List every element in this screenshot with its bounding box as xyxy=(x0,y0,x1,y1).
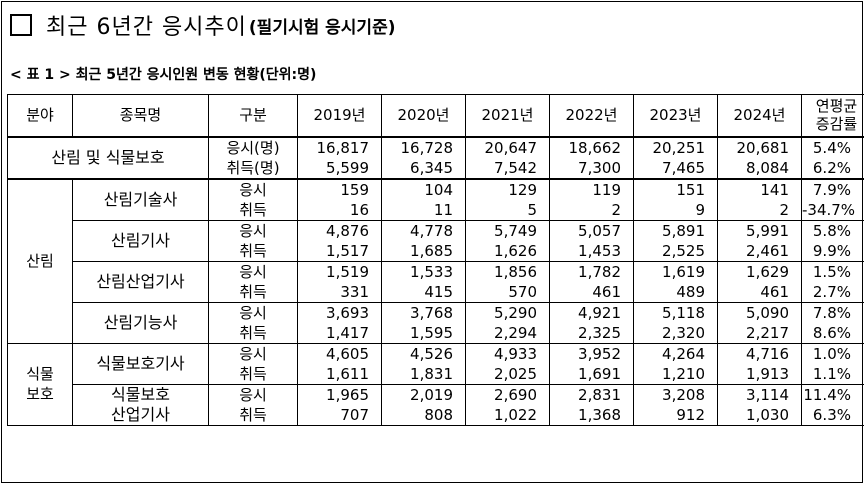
value-cell: 18,662 7,300 xyxy=(549,136,634,179)
header-year: 2022년 xyxy=(549,94,634,138)
value-cell: 4,876 1,517 xyxy=(297,219,382,262)
value-cell: 1,519 331 xyxy=(297,260,382,303)
value-cell: 1,856 570 xyxy=(465,260,550,303)
value-cell: 4,264 1,210 xyxy=(633,342,718,385)
value-cell: 5,891 2,525 xyxy=(633,219,718,262)
row-type: 응시 취득 xyxy=(208,219,298,262)
growth-cell: 5.4% 6.2% xyxy=(801,136,864,179)
table-caption: < 표 1 > 최근 5년간 응시인원 변동 현황(단위:명) xyxy=(10,67,317,83)
item-name: 식물보호기사 xyxy=(72,342,209,385)
header-year: 2021년 xyxy=(465,94,550,138)
section-title: 최근 6년간 응시추이 (필기시험 응시기준) xyxy=(10,10,395,40)
value-cell: 5,290 2,294 xyxy=(465,301,550,344)
value-cell: 3,952 1,691 xyxy=(549,342,634,385)
table-row: 산림기능사 응시 취득 3,693 1,417 3,768 1,595 5,290 2,… xyxy=(8,301,864,344)
header-year: 2023년 xyxy=(633,94,718,138)
header-year: 2020년 xyxy=(381,94,466,138)
value-cell: 20,681 8,084 xyxy=(717,136,802,179)
header-type: 구분 xyxy=(208,94,298,138)
value-cell: 3,768 1,595 xyxy=(381,301,466,344)
value-cell: 129 5 xyxy=(465,177,550,221)
value-cell: 3,114 1,030 xyxy=(717,383,802,426)
item-name: 산림기술사 xyxy=(72,177,209,221)
value-cell: 5,057 1,453 xyxy=(549,219,634,262)
value-cell: 16,817 5,599 xyxy=(297,136,382,179)
item-name: 식물보호 산업기사 xyxy=(72,383,209,426)
growth-cell: 11.4% 6.3% xyxy=(801,383,864,426)
value-cell: 1,965 707 xyxy=(297,383,382,426)
table-row-total: 산림 및 식물보호 응시(명) 취득(명) 16,817 5,599 16,728 6… xyxy=(7,136,864,179)
header-year: 2024년 xyxy=(717,94,802,138)
value-cell: 4,716 1,913 xyxy=(717,342,802,385)
item-name: 산림기능사 xyxy=(72,301,209,344)
value-cell: 119 2 xyxy=(549,177,634,221)
value-cell: 20,251 7,465 xyxy=(633,136,718,179)
growth-cell: 5.8% 9.9% xyxy=(801,219,864,262)
header-row: 분야 종목명 구분 2019년 2020년 2021년 2022년 2023년 … xyxy=(7,94,864,138)
title-main: 최근 6년간 응시추이 xyxy=(46,15,247,40)
exam-statistics-table: 분야 종목명 구분 2019년 2020년 2021년 2022년 2023년 … xyxy=(7,94,864,426)
header-growth: 연평균 증감률 xyxy=(801,94,864,138)
growth-cell: 1.0% 1.1% xyxy=(801,342,864,385)
growth-cell: 7.8% 8.6% xyxy=(801,301,864,344)
row-type: 응시 취득 xyxy=(208,260,298,303)
value-cell: 2,690 1,022 xyxy=(465,383,550,426)
value-cell: 151 9 xyxy=(633,177,718,221)
value-cell: 20,647 7,542 xyxy=(465,136,550,179)
value-cell: 5,749 1,626 xyxy=(465,219,550,262)
table-row: 식물보호 산업기사 응시 취득 1,965 707 2,019 808 2,690 1,0… xyxy=(8,383,864,426)
header-item: 종목명 xyxy=(72,94,209,138)
value-cell: 159 16 xyxy=(297,177,382,221)
value-cell: 5,090 2,217 xyxy=(717,301,802,344)
header-field: 분야 xyxy=(7,94,73,138)
row-type: 응시(명) 취득(명) xyxy=(208,136,298,179)
title-sub: (필기시험 응시기준) xyxy=(248,17,396,38)
field-cell-forestry: 산림 xyxy=(7,177,73,344)
row-type: 응시 취득 xyxy=(208,342,298,385)
item-name: 산림기사 xyxy=(72,219,209,262)
table-row: 산림 산림기술사 응시 취득 159 16 104 11 129 5 119 2 151 9… xyxy=(7,177,864,344)
value-cell: 1,782 461 xyxy=(549,260,634,303)
value-cell: 5,991 2,461 xyxy=(717,219,802,262)
value-cell: 1,629 461 xyxy=(717,260,802,303)
value-cell: 1,619 489 xyxy=(633,260,718,303)
value-cell: 1,533 415 xyxy=(381,260,466,303)
value-cell: 2,831 1,368 xyxy=(549,383,634,426)
field-cell-plant-protection: 식물 보호 xyxy=(7,342,73,426)
header-year: 2019년 xyxy=(297,94,382,138)
checkbox-icon xyxy=(10,14,32,36)
value-cell: 5,118 2,320 xyxy=(633,301,718,344)
table-row: 식물 보호 식물보호기사 응시 취득 4,605 1,611 4,526 1,831 4… xyxy=(7,342,864,426)
item-name: 산림산업기사 xyxy=(72,260,209,303)
row-type: 응시 취득 xyxy=(208,301,298,344)
value-cell: 3,693 1,417 xyxy=(297,301,382,344)
growth-cell: 7.9% -34.7% xyxy=(801,177,864,221)
value-cell: 4,921 2,325 xyxy=(549,301,634,344)
value-cell: 104 11 xyxy=(381,177,466,221)
value-cell: 4,933 2,025 xyxy=(465,342,550,385)
value-cell: 3,208 912 xyxy=(633,383,718,426)
row-type: 응시 취득 xyxy=(208,383,298,426)
value-cell: 4,605 1,611 xyxy=(297,342,382,385)
growth-cell: 1.5% 2.7% xyxy=(801,260,864,303)
value-cell: 4,778 1,685 xyxy=(381,219,466,262)
value-cell: 2,019 808 xyxy=(381,383,466,426)
item-name: 산림 및 식물보호 xyxy=(7,136,209,179)
table-row: 산림기사 응시 취득 4,876 1,517 4,778 1,685 5,749 1,6… xyxy=(8,219,864,262)
value-cell: 4,526 1,831 xyxy=(381,342,466,385)
value-cell: 16,728 6,345 xyxy=(381,136,466,179)
row-type: 응시 취득 xyxy=(208,177,298,221)
value-cell: 141 2 xyxy=(717,177,802,221)
table-row: 산림산업기사 응시 취득 1,519 331 1,533 415 1,856 570 1… xyxy=(8,260,864,303)
